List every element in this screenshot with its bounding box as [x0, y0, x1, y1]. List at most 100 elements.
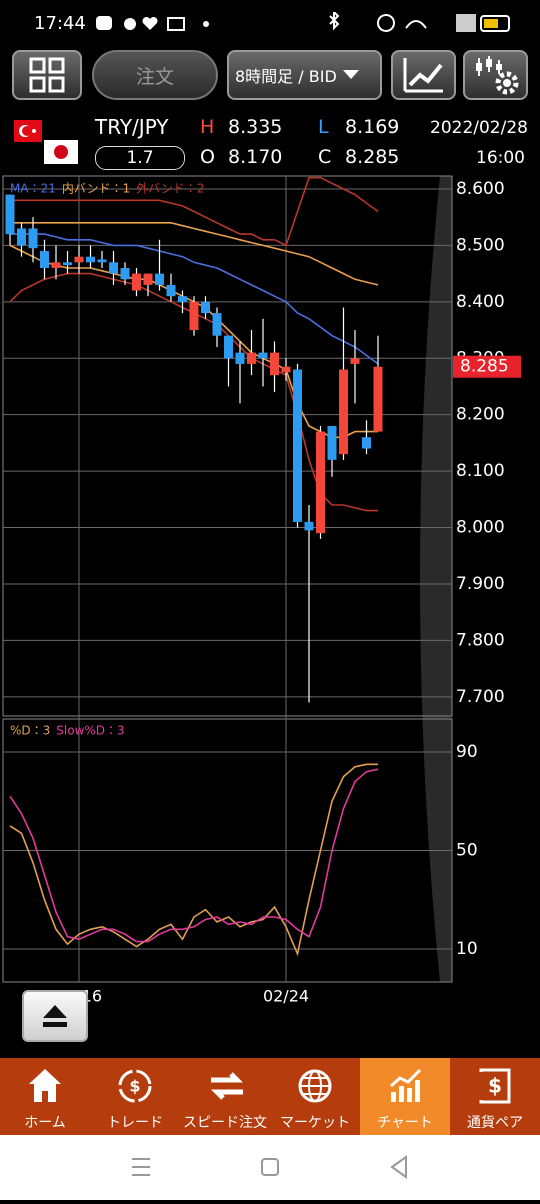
candle-body: [281, 366, 291, 373]
candle-body: [189, 301, 199, 331]
y-tick-label: 90: [456, 742, 478, 762]
order-button[interactable]: 注文: [92, 50, 218, 100]
nav-market[interactable]: マーケット: [270, 1058, 360, 1135]
svg-text:$: $: [129, 1077, 140, 1096]
currency-pair: TRY/JPY: [95, 115, 169, 139]
system-nav-icons: [132, 1155, 407, 1179]
candle-body: [350, 358, 360, 364]
nav-chart[interactable]: チャート: [360, 1058, 450, 1135]
candle-body: [258, 352, 268, 359]
home-icon: [29, 1069, 61, 1102]
order-label: 注文: [135, 65, 174, 88]
candle-body: [86, 256, 95, 263]
candle-body: [74, 256, 84, 263]
pairs-icon: $: [479, 1068, 511, 1104]
y-tick-label: 8.100: [456, 461, 505, 481]
last-price-tag: [453, 355, 521, 378]
open-label: O: [200, 146, 215, 168]
chart: 8.6008.5008.4008.3008.2008.1008.0007.900…: [2, 175, 521, 1006]
candle-body: [155, 273, 164, 285]
status-bar: 17:44: [0, 0, 540, 45]
candle-body: [316, 431, 325, 534]
chart-icon: [403, 58, 443, 93]
settings-icon: [475, 56, 518, 95]
low-value: 8.169: [345, 116, 400, 138]
spread-value: 1.7: [126, 148, 154, 168]
candle-body: [339, 369, 348, 455]
timeframe-select[interactable]: 8時間足 / BID: [227, 50, 382, 100]
system-nav: [0, 1135, 540, 1200]
quote-panel: [0, 108, 540, 174]
band-upper: [10, 176, 379, 247]
candle-body: [132, 273, 141, 291]
candle-body: [212, 313, 222, 336]
candle-body: [235, 352, 245, 364]
candle-body: [362, 437, 371, 449]
candle-body: [40, 251, 49, 268]
y-tick-label: 50: [456, 841, 478, 861]
bottom-nav: ホーム $ トレード スピード注文 マーケット チャート $ 通貨ペア: [0, 1058, 540, 1135]
high-label: H: [200, 116, 215, 138]
moving-average: [10, 233, 379, 365]
stoch-line: [9, 768, 379, 943]
globe-icon: [298, 1069, 332, 1103]
timeframe-label: 8時間足 / BID: [235, 67, 337, 86]
settings-button[interactable]: [463, 50, 528, 100]
candle-body: [224, 335, 233, 359]
candle-body: [304, 521, 314, 531]
nav-trade[interactable]: $ トレード: [90, 1058, 180, 1135]
spread-box: 1.7: [95, 146, 185, 170]
y-tick-label: 8.600: [456, 179, 505, 199]
y-tick-label: 8.500: [456, 235, 505, 255]
nav-label: スピード注文: [183, 1115, 267, 1131]
legend-entry: Slow%D：3: [56, 724, 124, 738]
status-icons-right: [329, 12, 510, 32]
y-tick-label: 8.000: [456, 518, 505, 538]
legend-entry: MA：21: [10, 182, 56, 196]
open-value: 8.170: [228, 146, 283, 168]
candle-body: [166, 284, 176, 297]
y-tick-label: 10: [456, 939, 478, 959]
svg-text:$: $: [488, 1074, 502, 1098]
candle-body: [63, 262, 72, 266]
eject-icon: [43, 1005, 67, 1027]
status-icons: [96, 16, 209, 31]
candle-body: [17, 228, 26, 246]
candle-body: [120, 267, 130, 280]
nav-pairs[interactable]: $ 通貨ペア: [450, 1058, 540, 1135]
legend-entry: 内バンド：1: [62, 182, 130, 196]
candle-body: [270, 352, 279, 376]
nav-label: トレード: [107, 1115, 163, 1131]
legend-entry: %D：3: [10, 724, 50, 738]
quote-time: 16:00: [476, 148, 525, 168]
last-price-label: 8.285: [460, 357, 509, 377]
y-tick-label: 7.800: [456, 630, 505, 650]
legend-entry: 外バンド：2: [136, 182, 204, 196]
high-value: 8.335: [228, 116, 283, 138]
x-tick-label: 02/24: [263, 987, 309, 1006]
price-panel-frame: [2, 175, 453, 717]
nav-home[interactable]: ホーム: [0, 1058, 90, 1135]
close-label: C: [318, 146, 332, 168]
quote-date: 2022/02/28: [430, 118, 528, 138]
nav-label: マーケット: [280, 1115, 350, 1131]
candle-body: [247, 352, 256, 364]
speed-icon: [210, 1072, 244, 1100]
nav-speed-order[interactable]: スピード注文: [180, 1058, 270, 1135]
collapse-button[interactable]: [22, 990, 88, 1042]
menu-button[interactable]: [12, 50, 82, 100]
chart-type-button[interactable]: [391, 50, 456, 100]
close-value: 8.285: [345, 146, 400, 168]
candle-body: [109, 262, 118, 274]
candle-body: [97, 259, 107, 263]
candle-body: [178, 296, 187, 302]
y-tick-label: 8.200: [456, 405, 505, 425]
y-tick-label: 8.400: [456, 292, 505, 312]
chart-nav-icon: [390, 1068, 422, 1102]
candle-body: [51, 262, 61, 268]
trade-icon: $: [118, 1069, 152, 1103]
candle-body: [143, 273, 153, 285]
edge-glow: [420, 176, 452, 982]
y-tick-label: 7.900: [456, 574, 505, 594]
